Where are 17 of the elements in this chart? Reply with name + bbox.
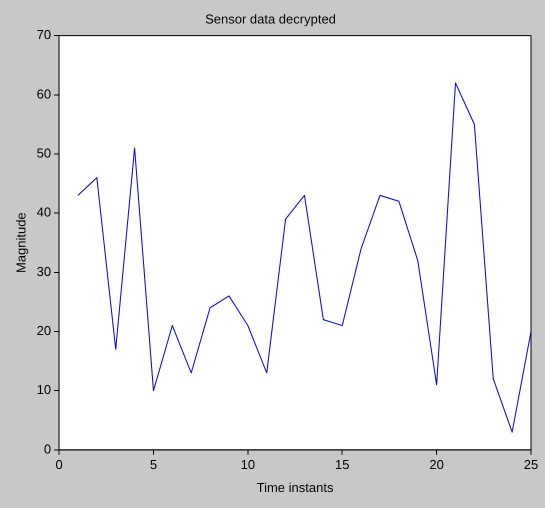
x-axis-title: Time instants	[256, 480, 334, 495]
x-tick-label: 15	[334, 457, 350, 472]
y-tick-label: 40	[36, 204, 52, 220]
y-tick-label: 70	[36, 27, 52, 42]
y-tick-label: 10	[36, 382, 52, 398]
y-tick-label: 30	[36, 264, 52, 279]
x-tick-label: 20	[429, 457, 444, 472]
x-tick-label: 5	[150, 457, 158, 472]
y-axis-title: Magnitude	[13, 212, 28, 274]
y-tick-label: 20	[36, 323, 52, 338]
x-tick-label: 0	[55, 457, 63, 472]
y-tick-label: 50	[36, 146, 52, 161]
x-tick-label: 25	[524, 457, 538, 472]
y-tick-label: 0	[44, 441, 52, 456]
x-tick-label: 10	[240, 457, 256, 472]
chart-title: Sensor data decrypted	[205, 11, 336, 26]
y-tick-label: 60	[36, 86, 52, 102]
